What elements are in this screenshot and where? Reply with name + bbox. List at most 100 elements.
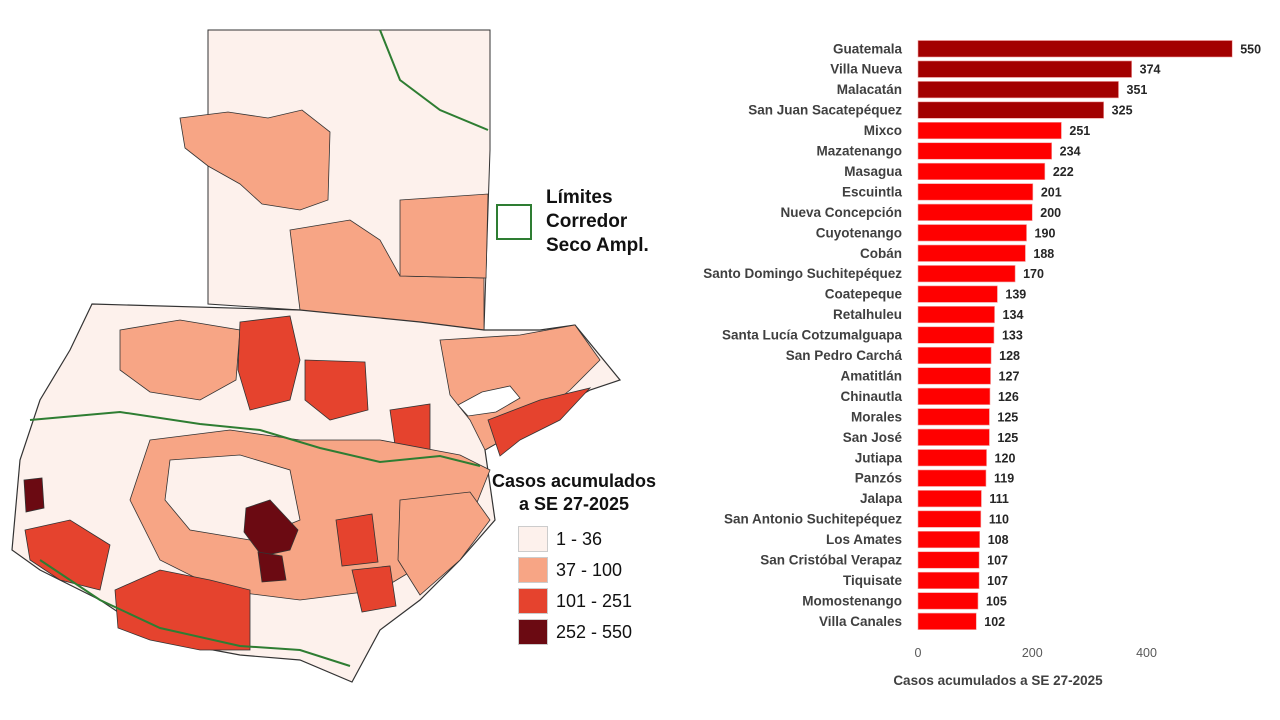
bar [917,203,1033,221]
data-label: 200 [1040,206,1061,220]
bar [917,285,998,303]
category-label: Mixco [864,123,902,138]
bar [917,428,990,446]
data-label: 374 [1140,63,1161,77]
legend-class-swatch [518,526,548,552]
map-region-south-coast-west [24,519,111,591]
category-label: Momostenango [802,593,902,608]
data-label: 201 [1041,185,1062,199]
bar [917,122,1062,140]
bar [917,490,982,508]
corridor-legend-line-2: Corredor [546,211,628,232]
cases-legend-title-line-1: Casos acumulados [491,471,657,491]
data-label: 133 [1002,329,1023,343]
dry-corridor-outline [29,29,489,667]
bar [917,592,979,610]
cases-legend: Casos acumulados a SE 27-2025 1 - 36 37 … [490,470,660,645]
bar [917,510,982,528]
x-tick-label: 200 [1022,646,1043,660]
map-region-peten-west [179,109,331,211]
category-label: Nueva Concepción [780,205,902,220]
data-label: 550 [1240,42,1261,56]
bar [917,224,1027,242]
bar [917,183,1034,201]
category-label: San Cristóbal Verapaz [760,553,902,568]
map-region-guatemala-city [243,499,299,557]
data-label: 108 [988,533,1009,547]
category-label: San Juan Sacatepéquez [748,103,902,118]
category-label: Santa Lucía Cotzumalguapa [722,328,903,343]
cases-legend-title-line-2: a SE 27-2025 [518,494,630,514]
data-label: 119 [994,472,1014,486]
bar-chart: Guatemala 550 Villa Nueva 374 Malacatán 351 Sa… [703,40,1261,688]
category-label: Villa Nueva [830,62,902,77]
corridor-legend-line-3: Seco Ampl. [546,235,649,256]
data-label: 188 [1033,247,1054,261]
bar [917,81,1119,99]
category-label: Coatepeque [825,287,903,302]
map-region-west-highlands [119,319,241,401]
bar [917,40,1233,58]
data-label: 139 [1005,288,1026,302]
bar [917,469,987,487]
category-label: Morales [851,409,902,424]
data-label: 234 [1060,145,1081,159]
bar [917,244,1026,262]
data-label: 120 [995,451,1016,465]
bar [917,326,995,344]
legend-class-swatch [518,557,548,583]
corridor-legend-text: Límites Corredor Seco Ampl. [546,186,666,258]
category-label: Tiquisate [843,573,903,588]
legend-class-swatch [518,619,548,645]
legend-class-label: 1 - 36 [556,528,603,549]
data-label: 102 [984,615,1005,629]
data-label: 222 [1053,165,1074,179]
legend-class-row: 37 - 100 [518,557,622,583]
bar [917,306,995,324]
map-region-south-coast [114,569,251,651]
data-label: 110 [989,513,1009,527]
category-label: Villa Canales [819,614,902,629]
bar [917,101,1104,119]
corridor-legend-swatch [496,204,532,240]
legend-class-row: 101 - 251 [518,588,632,614]
legend-class-label: 37 - 100 [556,559,623,580]
category-label: Amatitlán [840,368,902,383]
data-label: 105 [986,594,1007,608]
data-label: 134 [1003,308,1024,322]
map-region-jalapa [335,513,379,567]
bar [917,142,1052,160]
bar [917,449,987,467]
data-label: 125 [997,431,1018,445]
choropleth-map-panel: Límites Corredor Seco Ampl. Casos acumul… [11,29,660,683]
corridor-legend-line-1: Límites [546,187,613,208]
map-region-villa-nueva [257,551,287,583]
category-label: Masagua [844,164,902,179]
category-label: Guatemala [833,41,903,56]
data-label: 107 [987,554,1008,568]
category-label: Jutiapa [855,450,903,465]
cases-legend-title: Casos acumulados a SE 27-2025 [490,470,658,516]
legend-class-label: 101 - 251 [556,590,633,611]
x-tick-label: 0 [915,646,922,660]
category-label: Retalhuleu [833,307,902,322]
data-label: 126 [998,390,1019,404]
data-label: 125 [997,410,1018,424]
bar [917,162,1046,180]
bar [917,530,981,549]
data-label: 325 [1112,104,1133,118]
map-region-carcha [304,359,369,421]
legend-class-row: 1 - 36 [518,526,602,552]
data-label: 190 [1035,226,1056,240]
category-label: Mazatenango [816,144,902,159]
bar [917,387,991,405]
category-label: San José [843,430,903,445]
data-label: 351 [1127,83,1148,97]
map-region-morales [487,387,592,457]
category-label: Chinautla [840,389,902,404]
map-region-coban [237,315,301,411]
data-label: 170 [1023,267,1044,281]
data-label: 107 [987,574,1008,588]
bar [917,551,980,569]
category-label: Cuyotenango [816,225,902,240]
